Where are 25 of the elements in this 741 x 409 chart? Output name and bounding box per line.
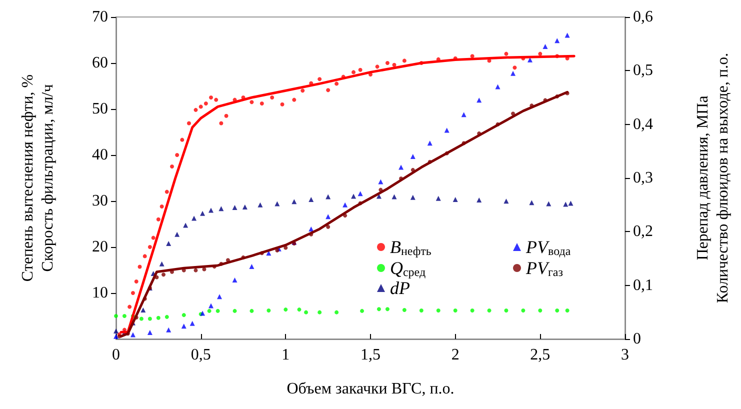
x-axis-title: Объем закачки ВГС, п.о.	[286, 380, 454, 398]
y2-tick-label: 0	[633, 330, 641, 348]
y-tick-label: 10	[92, 284, 108, 302]
y-tick-label: 70	[92, 8, 108, 26]
x-tick-label: 1,5	[360, 346, 380, 364]
y-tick-label: 30	[92, 192, 108, 210]
x-tick-label: 0	[112, 346, 120, 364]
x-tick-label: 2,5	[530, 346, 550, 364]
y2-tick-label: 0,6	[633, 8, 653, 26]
x-tick-label: 2	[451, 346, 460, 364]
y-tick-label: 20	[92, 238, 108, 256]
legend-label: dP	[390, 278, 410, 298]
y-axis-title: Степень вытеснения нефти, % Скорость фильтрации, мл/ч	[20, 74, 56, 282]
y2-tick-label: 0,2	[633, 223, 653, 240]
y-tick-label: 60	[92, 54, 108, 72]
y-tick-label: 40	[92, 146, 108, 164]
x-tick-label: 0,5	[190, 346, 211, 364]
y2-tick-label: 0,1	[633, 276, 653, 294]
x-tick-label: 3	[621, 346, 629, 364]
y-tick-label: 50	[92, 100, 108, 118]
y2-tick-label: 0,4	[633, 116, 653, 133]
y2-tick-label: 0,5	[633, 62, 653, 80]
y2-tick-label: 0,3	[633, 170, 653, 186]
y2-axis-title: Перепад давления, МПа Количество флюидов на выходе, п.о.	[694, 52, 732, 304]
x-tick-label: 1	[282, 346, 290, 364]
